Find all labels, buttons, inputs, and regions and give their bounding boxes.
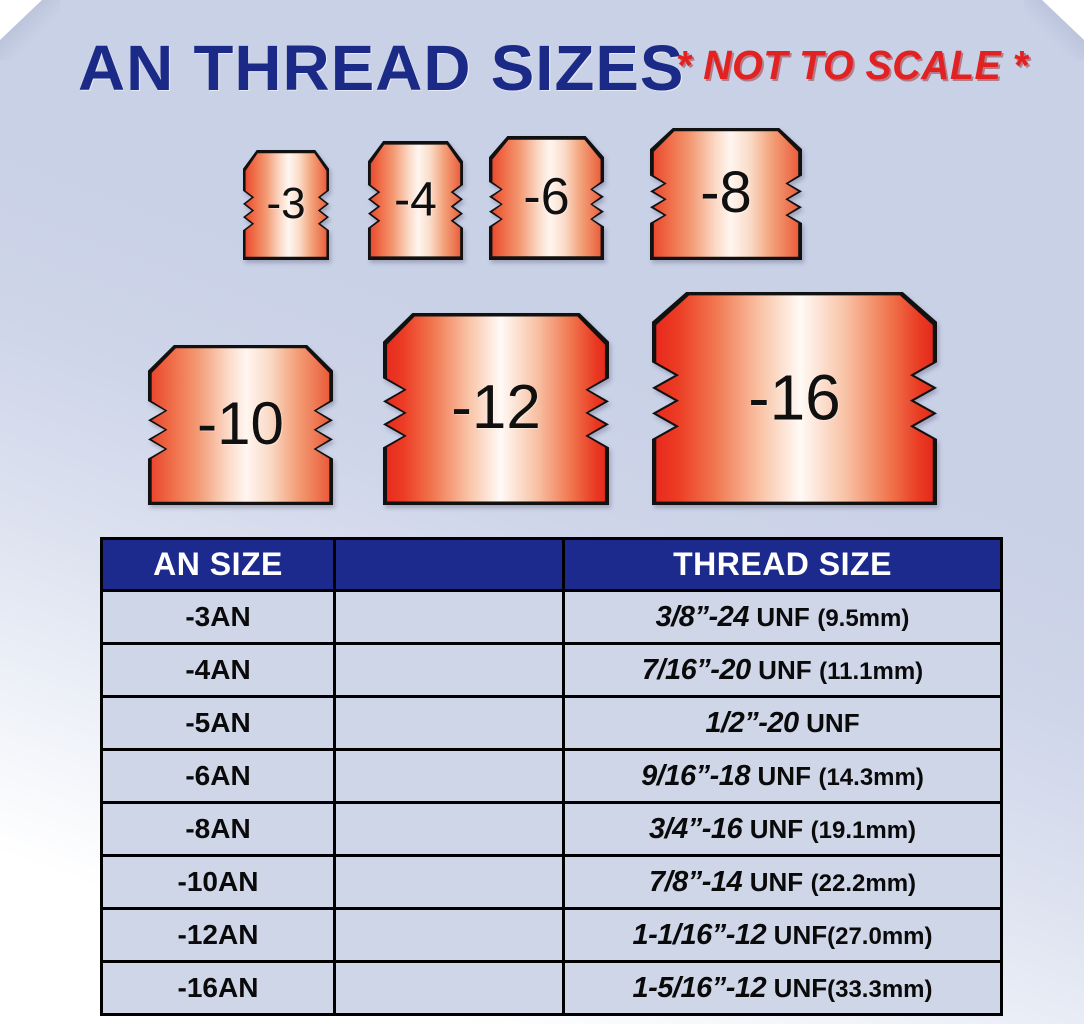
thread-metric: (11.1mm) — [819, 657, 924, 685]
cell-thread-size: 3/4”-16 UNF (19.1mm) — [562, 801, 1003, 857]
cell-an-size: -6AN — [100, 748, 336, 804]
thread-series: UNF — [773, 919, 828, 950]
cell-blank — [333, 854, 565, 910]
thread-fraction: 3/8”-24 — [655, 600, 750, 633]
table-row: -12AN 1-1/16”-12 UNF(27.0mm) — [100, 907, 1003, 963]
thread-fraction: 9/16”-18 — [641, 759, 750, 792]
cell-thread-size: 1-5/16”-12 UNF(33.3mm) — [562, 960, 1003, 1016]
thread-metric: (33.3mm) — [827, 975, 933, 1003]
cell-an-size: -4AN — [100, 642, 336, 698]
thread-series: UNF — [758, 654, 812, 685]
fitting-10: -10 — [148, 345, 333, 505]
cell-thread-size: 1/2”-20 UNF — [562, 695, 1003, 751]
thread-metric: (19.1mm) — [810, 816, 917, 844]
table-row: -10AN 7/8”-14 UNF (22.2mm) — [100, 854, 1003, 910]
fitting-illustrations: -3 -4 -6 -8 -10 -12 — [148, 128, 937, 505]
table-row: -16AN 1-5/16”-12 UNF(33.3mm) — [100, 960, 1003, 1016]
fitting-16: -16 — [652, 292, 937, 505]
cell-blank — [333, 589, 565, 645]
column-header-blank — [333, 537, 565, 592]
thread-fraction: 3/4”-16 — [648, 812, 743, 845]
title-row: AN THREAD SIZES * NOT TO SCALE * — [0, 32, 1084, 110]
cell-an-size: -16AN — [100, 960, 336, 1016]
thread-fraction: 1-1/16”-12 — [632, 918, 767, 951]
thread-fraction: 1-5/16”-12 — [632, 971, 767, 1004]
thread-fraction: 7/16”-20 — [641, 653, 751, 686]
cell-thread-size: 7/8”-14 UNF (22.2mm) — [562, 854, 1003, 910]
cell-blank — [333, 642, 565, 698]
cell-thread-size: 9/16”-18 UNF (14.3mm) — [562, 748, 1003, 804]
table-row: -4AN 7/16”-20 UNF (11.1mm) — [100, 642, 1003, 698]
fitting-8: -8 — [650, 128, 802, 260]
fitting-face — [653, 131, 799, 257]
fitting-12: -12 — [383, 313, 609, 505]
table-row: -3AN 3/8”-24 UNF (9.5mm) — [100, 589, 1003, 645]
table-row: -5AN 1/2”-20 UNF — [100, 695, 1003, 751]
table-row: -6AN 9/16”-18 UNF (14.3mm) — [100, 748, 1003, 804]
thread-metric: (27.0mm) — [827, 922, 933, 950]
thread-size-table: AN SIZE THREAD SIZE -3AN 3/8”-24 UNF (9.… — [100, 537, 1003, 1016]
cell-thread-size: 3/8”-24 UNF (9.5mm) — [562, 589, 1003, 645]
fitting-face — [656, 295, 933, 502]
fitting-face — [492, 139, 601, 257]
fitting-3: -3 — [243, 150, 329, 260]
cell-thread-size: 1-1/16”-12 UNF(27.0mm) — [562, 907, 1003, 963]
page-title: AN THREAD SIZES — [78, 32, 685, 104]
fitting-face — [245, 153, 327, 257]
thread-metric: (14.3mm) — [818, 763, 924, 791]
fitting-face — [387, 316, 605, 502]
thread-metric: (9.5mm) — [817, 604, 910, 632]
cell-an-size: -8AN — [100, 801, 336, 857]
fitting-6: -6 — [489, 136, 604, 260]
thread-series: UNF — [749, 866, 804, 897]
cell-blank — [333, 695, 565, 751]
cell-an-size: -12AN — [100, 907, 336, 963]
cell-thread-size: 7/16”-20 UNF (11.1mm) — [562, 642, 1003, 698]
table-row: -8AN 3/4”-16 UNF (19.1mm) — [100, 801, 1003, 857]
cell-blank — [333, 960, 565, 1016]
thread-metric: (22.2mm) — [810, 869, 917, 897]
thread-series: UNF — [756, 601, 810, 632]
table-body: -3AN 3/8”-24 UNF (9.5mm) -4AN 7/16”-20 U… — [100, 589, 1003, 1016]
thread-series: UNF — [757, 760, 811, 791]
cell-an-size: -5AN — [100, 695, 336, 751]
table-header-row: AN SIZE THREAD SIZE — [100, 537, 1003, 592]
thread-fraction: 7/8”-14 — [648, 865, 743, 898]
cell-an-size: -10AN — [100, 854, 336, 910]
thread-series: UNF — [806, 707, 860, 738]
cell-blank — [333, 801, 565, 857]
column-header-an-size: AN SIZE — [100, 537, 336, 592]
not-to-scale-note: * NOT TO SCALE * — [676, 42, 1029, 88]
cell-an-size: -3AN — [100, 589, 336, 645]
fitting-face — [370, 144, 461, 257]
column-header-thread-size: THREAD SIZE — [562, 537, 1003, 592]
cell-blank — [333, 907, 565, 963]
thread-series: UNF — [749, 813, 804, 844]
fitting-4: -4 — [368, 141, 463, 260]
cell-blank — [333, 748, 565, 804]
thread-fraction: 1/2”-20 — [705, 706, 799, 739]
fitting-face — [151, 348, 330, 502]
thread-series: UNF — [773, 972, 828, 1003]
